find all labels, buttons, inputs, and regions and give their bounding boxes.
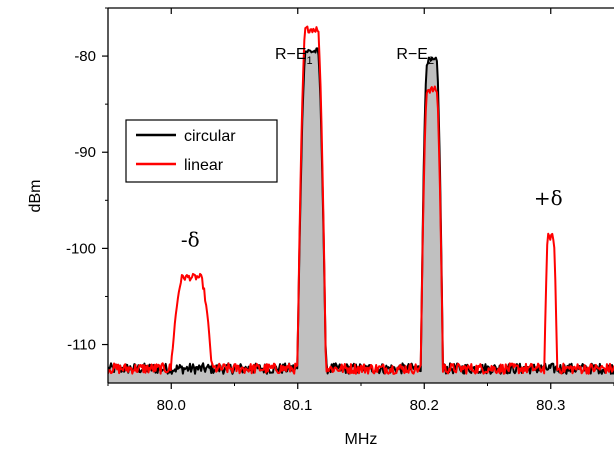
fill-layer	[108, 48, 614, 383]
y-axis-ticks: -110 -100 -90 -80	[66, 7, 108, 354]
annotation-label: +δ	[534, 186, 563, 210]
x-tick-label: 80.3	[536, 397, 565, 414]
series-fill-circular	[108, 48, 614, 383]
x-tick-label: 80.1	[283, 397, 312, 414]
y-tick-label: -110	[67, 337, 96, 354]
series-line-linear	[108, 25, 614, 375]
y-tick-label: -100	[66, 240, 96, 257]
x-axis-title: MHz	[345, 431, 378, 448]
legend-label-circular: circular	[184, 128, 236, 145]
x-axis-ticks: 80.0 80.1 80.2 80.3	[107, 8, 614, 414]
series-layer	[108, 25, 614, 375]
legend-label-linear: linear	[184, 157, 224, 174]
annotation-label: -δ	[181, 227, 200, 251]
annotations: R−E1 R−E2 -δ +δ	[181, 46, 563, 251]
annotation-label: R−E2	[396, 46, 434, 67]
legend: circular linear	[125, 119, 278, 183]
y-axis-title: dBm	[27, 180, 44, 213]
annotation-label: R−E1	[275, 46, 313, 67]
x-tick-label: 80.2	[410, 397, 439, 414]
y-tick-label: -90	[74, 144, 96, 161]
x-tick-label: 80.0	[157, 397, 186, 414]
legend-box	[125, 119, 278, 183]
series-line-circular	[108, 47, 614, 375]
y-tick-label: -80	[74, 48, 96, 65]
